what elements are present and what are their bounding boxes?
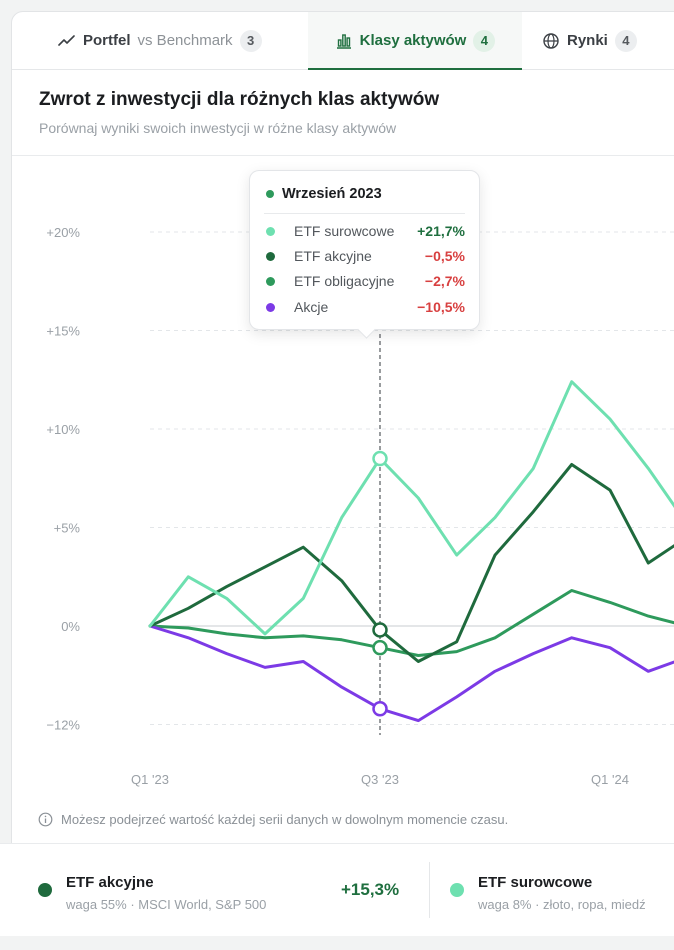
summary-bar: ETF akcyjne waga 55% · MSCI World, S&P 5… [0,843,674,936]
y-tick-label: +5% [54,521,81,536]
tooltip-row-dot [266,276,275,286]
tab-klasy-label: Klasy aktywów [359,32,467,49]
tooltip-row-value: +21,7% [417,223,465,239]
tooltip-row: ETF akcyjne −0,5% [266,246,465,266]
page-subtitle: Porównaj wyniki swoich inwestycji w różn… [39,120,397,136]
series-line [148,463,674,663]
y-tick-label: 0% [61,619,80,634]
globe-icon [543,32,559,49]
tooltip-row-name: ETF akcyjne [294,248,372,264]
tab-bar: Portfel vs Benchmark 3 Klasy aktywów 4 R… [12,12,674,70]
tooltip-row: ETF surowcowe +21,7% [266,221,465,241]
hover-point [372,700,388,717]
summary-dot [450,883,464,897]
tooltip-row: Akcje −10,5% [266,297,465,317]
tooltip-row-dot [266,226,275,236]
chart-hint: Możesz podejrzeć wartość każdej serii da… [38,812,508,827]
tab-portfel-sub: vs Benchmark [137,32,233,49]
hover-point [372,639,388,656]
tooltip-title: Wrzesień 2023 [282,186,382,202]
tooltip-divider [264,213,465,214]
trend-line-icon [58,34,75,46]
tab-rynki-count: 4 [614,29,637,52]
summary-item[interactable]: ETF surowcowe waga 8% · złoto, ropa, mie… [450,844,674,936]
tooltip-row-value: −10,5% [417,299,465,315]
tooltip-row-name: ETF obligacyjne [294,273,395,289]
hint-text: Możesz podejrzeć wartość każdej serii da… [61,812,509,827]
tab-portfel[interactable]: Portfel vs Benchmark 3 [58,12,262,69]
tab-klasy-aktywow[interactable]: Klasy aktywów 4 [308,12,522,70]
hover-point [372,622,388,638]
summary-dot [38,883,52,897]
x-tick-label: Q3 '23 [361,772,399,787]
tooltip-row-dot [266,302,275,312]
summary-name: ETF akcyjne [66,874,154,891]
summary-name: ETF surowcowe [478,874,593,891]
series-line [148,589,674,657]
info-icon [38,812,53,827]
tab-rynki-label: Rynki [567,32,608,49]
page-title: Zwrot z inwestycji dla różnych klas akty… [39,89,440,110]
series-line [148,380,674,636]
summary-item[interactable]: ETF akcyjne waga 55% · MSCI World, S&P 5… [38,844,418,936]
chart-header: Zwrot z inwestycji dla różnych klas akty… [12,70,674,156]
bar-chart-icon [336,33,351,49]
tab-rynki[interactable]: Rynki 4 [542,12,637,69]
summary-divider [429,862,430,918]
tab-portfel-label: Portfel [83,32,131,49]
tooltip-dot [266,190,274,198]
summary-desc: waga 55% · MSCI World, S&P 500 [66,897,267,912]
summary-return: +15,3% [341,880,400,899]
tooltip-row-value: −0,5% [424,248,465,264]
x-tick-label: Q1 '23 [131,772,169,787]
y-tick-label: +20% [46,225,80,240]
series-line [148,624,674,723]
x-tick-label: Q1 '24 [591,772,629,787]
y-tick-label: +10% [46,422,80,437]
tooltip-row: ETF obligacyjne −2,7% [266,271,465,291]
y-tick-label: −12% [46,718,80,733]
summary-desc: waga 8% · złoto, ropa, miedź [478,897,646,912]
tooltip-row-value: −2,7% [424,273,465,289]
tab-klasy-count: 4 [473,29,496,52]
tooltip-header: Wrzesień 2023 [266,186,382,202]
hover-point [372,450,388,467]
tooltip-row-dot [266,251,275,261]
y-tick-label: +15% [46,324,80,339]
tooltip-row-name: ETF surowcowe [294,223,395,239]
chart-tooltip: Wrzesień 2023 ETF surowcowe +21,7% ETF a… [249,170,480,330]
tab-portfel-count: 3 [239,29,262,52]
tooltip-row-name: Akcje [294,299,329,315]
